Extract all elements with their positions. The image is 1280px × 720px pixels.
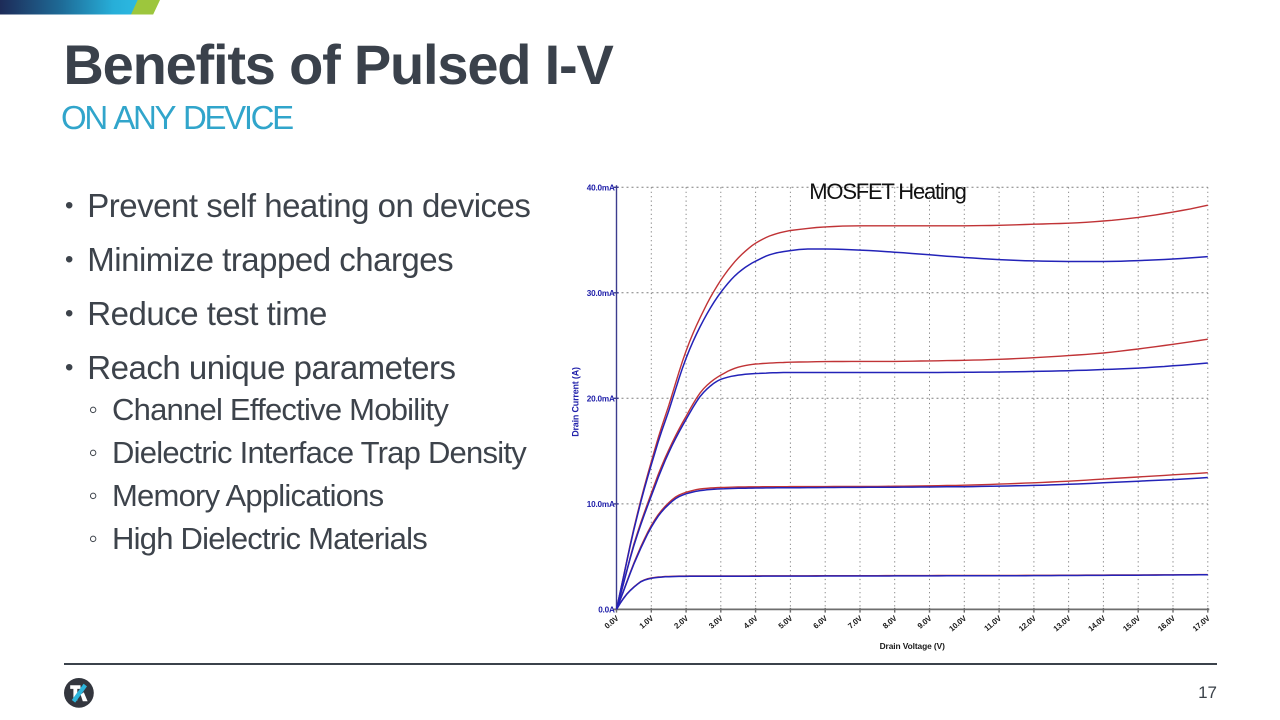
svg-text:Drain Current (A): Drain Current (A) — [571, 367, 581, 437]
svg-text:10.0V: 10.0V — [947, 613, 969, 633]
svg-text:MOSFET Heating: MOSFET Heating — [809, 179, 965, 204]
svg-text:0.0V: 0.0V — [603, 613, 621, 630]
svg-text:12.0V: 12.0V — [1017, 613, 1039, 633]
svg-text:7.0V: 7.0V — [846, 613, 864, 630]
svg-text:4.0V: 4.0V — [742, 613, 760, 630]
svg-text:3.0V: 3.0V — [707, 613, 725, 630]
svg-text:10.0mA: 10.0mA — [587, 500, 615, 509]
svg-text:2.0V: 2.0V — [672, 613, 690, 630]
svg-text:8.0V: 8.0V — [881, 613, 899, 630]
svg-text:6.0V: 6.0V — [811, 613, 829, 630]
svg-text:11.0V: 11.0V — [983, 613, 1004, 633]
svg-text:16.0V: 16.0V — [1156, 613, 1178, 633]
svg-text:1.0V: 1.0V — [638, 613, 656, 630]
svg-text:9.0V: 9.0V — [916, 613, 934, 630]
svg-text:5.0V: 5.0V — [777, 613, 795, 630]
svg-text:0.0A: 0.0A — [598, 605, 615, 614]
svg-text:20.0mA: 20.0mA — [587, 394, 615, 403]
svg-text:40.0mA: 40.0mA — [587, 183, 615, 192]
svg-text:15.0V: 15.0V — [1121, 613, 1143, 633]
svg-text:14.0V: 14.0V — [1086, 613, 1108, 633]
svg-text:30.0mA: 30.0mA — [587, 289, 615, 298]
svg-text:17.0V: 17.0V — [1191, 613, 1213, 633]
svg-text:13.0V: 13.0V — [1052, 613, 1074, 633]
svg-text:Drain Voltage (V): Drain Voltage (V) — [880, 641, 945, 651]
